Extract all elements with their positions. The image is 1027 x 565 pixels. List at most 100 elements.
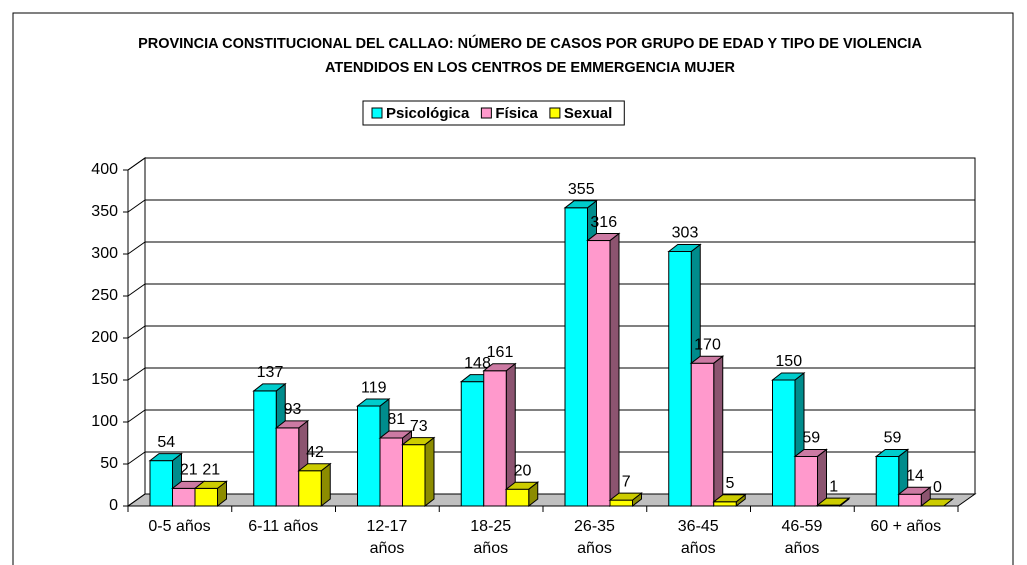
bar-top xyxy=(563,200,598,209)
y-tick-label: 350 xyxy=(91,203,118,220)
value-label: 59 xyxy=(884,430,902,447)
value-label: 73 xyxy=(410,418,428,435)
x-tick-label: 36-45 años xyxy=(677,518,719,557)
value-label: 14 xyxy=(906,467,924,484)
bar xyxy=(297,462,332,508)
bar-top xyxy=(193,480,228,489)
x-tick-label: 0-5 años xyxy=(148,518,211,535)
bar-top xyxy=(689,355,725,364)
chart-border xyxy=(12,12,1014,565)
bar xyxy=(401,436,436,508)
bar-top xyxy=(712,494,747,503)
bar-front xyxy=(794,455,818,507)
value-label: 21 xyxy=(202,462,220,479)
bar-top xyxy=(274,420,310,429)
value-label: 0 xyxy=(933,479,942,496)
y-tick-label: 100 xyxy=(91,413,118,430)
bar xyxy=(504,481,540,508)
x-tick-label: 18-25 años xyxy=(470,518,512,557)
value-label: 150 xyxy=(775,353,802,370)
bar xyxy=(897,486,932,508)
x-tick-label: 26-35 años xyxy=(574,518,615,557)
legend-label: Psicológica xyxy=(386,105,470,122)
x-tick-label: 12-17 años xyxy=(366,518,408,557)
bar-top xyxy=(771,372,806,381)
grid-line xyxy=(127,157,975,171)
y-tick-label: 50 xyxy=(100,455,118,472)
chart-title: PROVINCIA CONSTITUCIONAL DEL CALLAO: NÚM… xyxy=(138,36,922,76)
bar-front xyxy=(875,455,900,507)
bar-side xyxy=(424,436,435,508)
bar-side xyxy=(713,355,724,508)
value-label: 170 xyxy=(694,336,721,353)
bar xyxy=(193,480,228,508)
value-label: 1 xyxy=(829,478,838,495)
legend-swatch xyxy=(371,107,383,119)
bar-front xyxy=(379,437,403,507)
legend-label: Sexual xyxy=(564,105,612,122)
bar-front xyxy=(668,250,692,507)
value-label: 148 xyxy=(464,355,491,372)
value-label: 93 xyxy=(284,401,302,418)
y-tick-label: 200 xyxy=(91,329,118,346)
y-tick-label: 400 xyxy=(91,161,118,178)
bar-front xyxy=(172,487,196,507)
bar-front xyxy=(587,240,611,507)
bar-top xyxy=(608,492,643,501)
bar-top xyxy=(504,481,540,490)
value-label: 59 xyxy=(802,430,820,447)
bar-front xyxy=(275,427,300,507)
bar xyxy=(919,498,955,507)
bar-top xyxy=(252,383,287,392)
bar-top xyxy=(401,437,436,446)
bar-front xyxy=(357,405,381,507)
value-label: 81 xyxy=(387,411,405,428)
bar-front xyxy=(609,499,633,507)
bar-front xyxy=(483,370,507,507)
bar-front xyxy=(253,390,277,507)
legend-swatch xyxy=(480,107,492,119)
bar-top xyxy=(378,430,413,439)
legend-label: Física xyxy=(495,105,538,122)
value-label: 161 xyxy=(487,344,514,361)
bar-top xyxy=(816,497,851,506)
value-label: 7 xyxy=(622,473,631,490)
bar-top xyxy=(297,463,332,472)
value-label: 119 xyxy=(361,379,387,396)
bar xyxy=(712,493,747,508)
bar-front xyxy=(898,493,922,507)
y-tick-label: 150 xyxy=(91,371,118,388)
bar-front xyxy=(564,207,588,507)
bar xyxy=(586,232,621,508)
bar-front xyxy=(149,460,173,507)
bar-side xyxy=(817,448,827,508)
bar-front xyxy=(690,362,715,507)
value-label: 5 xyxy=(726,475,735,492)
bar-top xyxy=(874,448,910,457)
bar xyxy=(816,497,851,508)
bar xyxy=(689,355,725,508)
bar-front xyxy=(713,501,737,507)
bar-top xyxy=(586,233,621,242)
legend-swatch xyxy=(549,107,561,119)
grid-line xyxy=(127,241,975,255)
value-label: 355 xyxy=(568,181,595,198)
bar-side xyxy=(609,232,620,508)
bar-top xyxy=(793,448,828,457)
bar-front xyxy=(772,379,796,507)
y-tick-label: 0 xyxy=(109,497,118,514)
legend: Psicológica Física Sexual xyxy=(362,100,625,126)
bar-front xyxy=(505,488,530,507)
x-tick-label: 6-11 años xyxy=(248,518,319,535)
bar-top xyxy=(667,243,702,252)
bar-top xyxy=(148,453,183,462)
x-tick-label: 60 + años xyxy=(870,518,942,535)
y-tick-label: 300 xyxy=(91,245,118,262)
value-label: 54 xyxy=(157,434,175,451)
value-label: 137 xyxy=(257,364,284,381)
bar-top xyxy=(897,486,932,495)
bar xyxy=(608,492,643,508)
bar-top xyxy=(482,363,517,372)
